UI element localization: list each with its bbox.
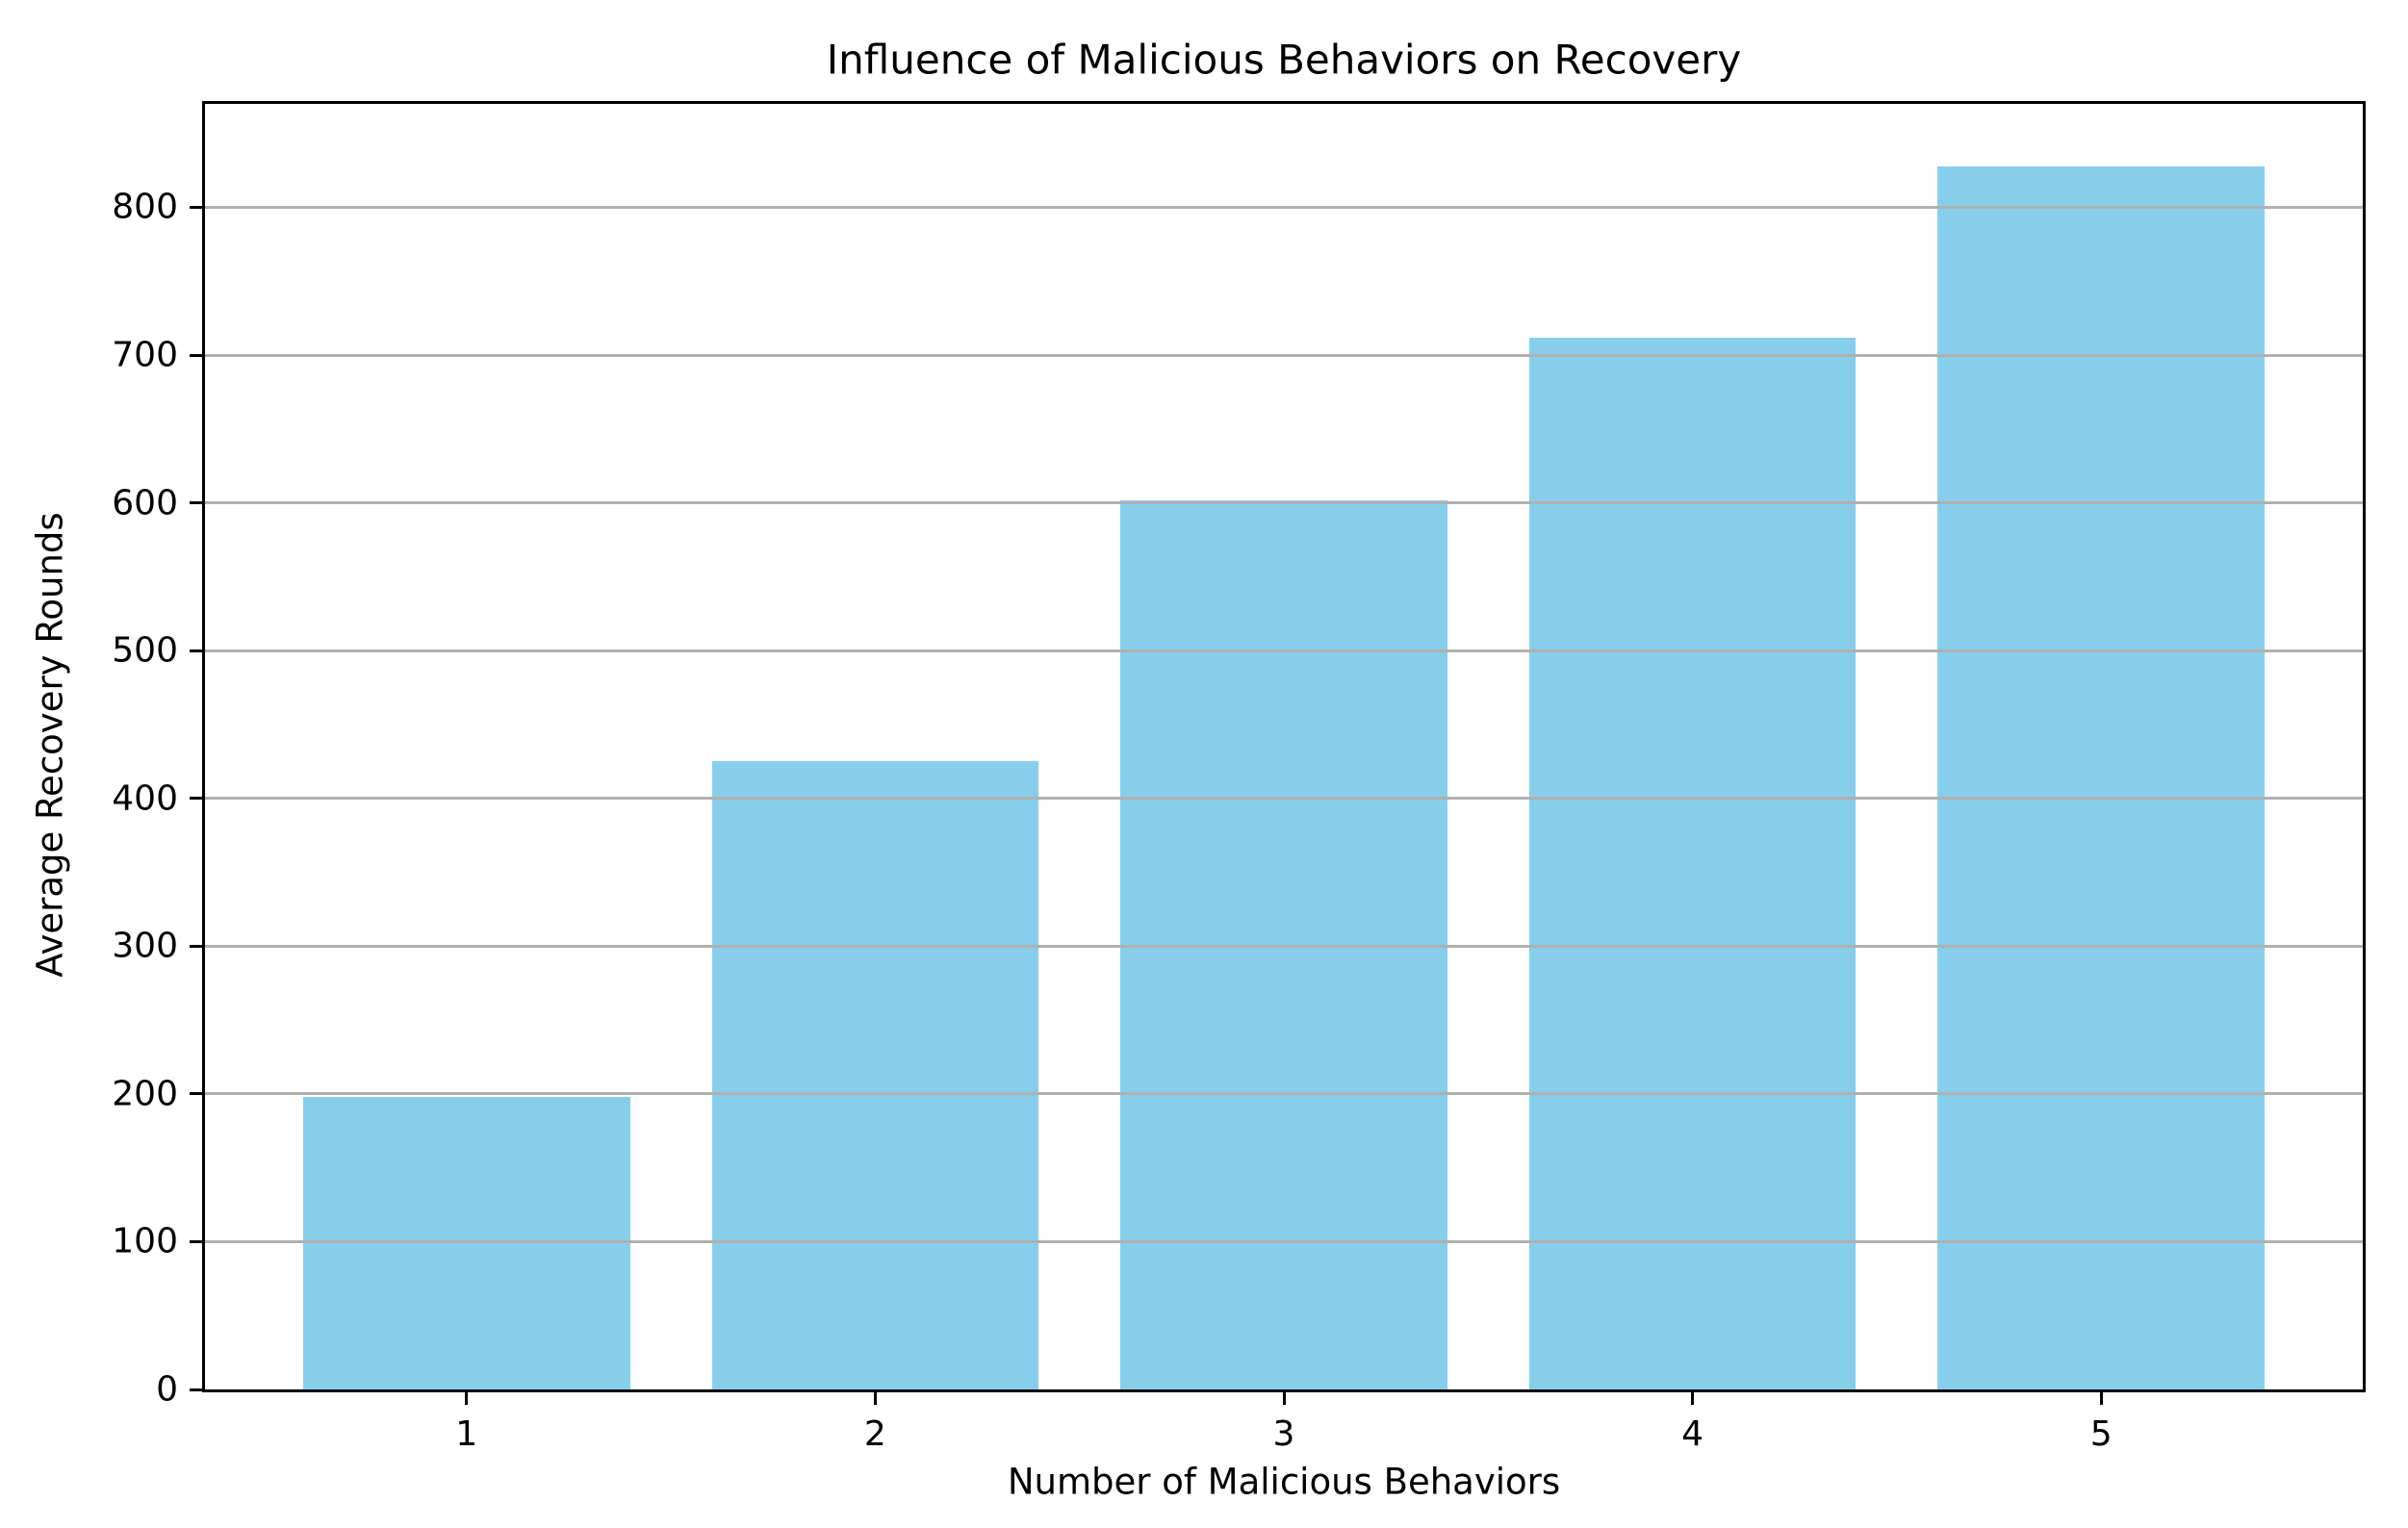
y-tick-label-400: 400 [112,778,178,819]
y-tick-mark-300 [190,944,202,948]
bar-1 [302,1096,630,1389]
x-tick-mark-3 [1282,1392,1286,1405]
x-tick-label-3: 3 [1272,1414,1295,1454]
y-tick-label-800: 800 [112,187,178,227]
x-tick-mark-5 [2099,1392,2103,1405]
y-tick-label-700: 700 [112,335,178,375]
y-axis-label: Average Recovery Rounds [29,512,71,978]
x-axis-label: Number of Malicious Behaviors [1007,1461,1561,1503]
y-tick-mark-800 [190,205,202,209]
bar-2 [711,761,1039,1389]
x-tick-label-2: 2 [863,1414,886,1454]
y-tick-label-500: 500 [112,630,178,671]
x-tick-label-1: 1 [455,1414,478,1454]
y-tick-label-0: 0 [156,1369,178,1410]
chart-title: Influence of Malicious Behaviors on Reco… [826,36,1742,84]
x-tick-mark-2 [873,1392,877,1405]
bar-3 [1120,499,1447,1389]
x-tick-mark-4 [1691,1392,1695,1405]
x-tick-mark-1 [465,1392,469,1405]
y-tick-mark-0 [190,1388,202,1391]
y-tick-mark-600 [190,501,202,505]
y-tick-label-100: 100 [112,1221,178,1261]
x-tick-label-5: 5 [2089,1414,2113,1454]
y-tick-mark-100 [190,1239,202,1243]
bars-layer [205,104,2363,1389]
y-tick-mark-500 [190,649,202,652]
y-tick-mark-200 [190,1092,202,1096]
x-tick-label-4: 4 [1681,1414,1704,1454]
y-tick-label-600: 600 [112,483,178,523]
bar-5 [1937,166,2266,1389]
bar-4 [1528,337,1857,1389]
y-tick-mark-400 [190,797,202,801]
y-tick-label-200: 200 [112,1074,178,1114]
plot-area [202,101,2366,1392]
y-tick-label-300: 300 [112,926,178,966]
y-tick-mark-700 [190,353,202,357]
